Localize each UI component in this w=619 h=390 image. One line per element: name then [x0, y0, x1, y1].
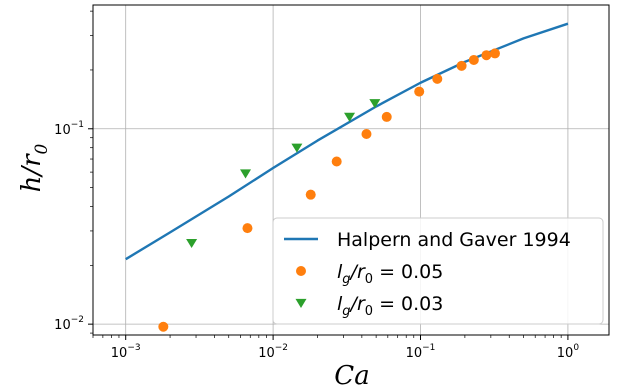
major-ticks	[88, 128, 569, 340]
y-axis-title-subscript: 0	[32, 143, 52, 154]
legend-label-value: = 0.03	[373, 293, 443, 315]
data-point-triangle	[240, 169, 252, 179]
data-point-triangle	[344, 112, 356, 122]
data-point-circle	[456, 60, 467, 71]
x-tick-label-base: 10	[557, 346, 574, 361]
legend-label: lg/r0 = 0.03	[337, 293, 443, 319]
x-tick-label: 100	[557, 343, 580, 361]
y-tick-label-exponent: −2	[71, 315, 84, 325]
x-tick-label: 10−3	[111, 343, 141, 361]
y-tick-label-exponent: −1	[71, 120, 84, 130]
legend-label-subscript: 0	[365, 304, 373, 319]
series-1	[158, 48, 500, 332]
x-tick-label-base: 10	[406, 346, 423, 361]
series-layer	[125, 22, 569, 332]
data-point-circle	[242, 223, 253, 234]
legend-label-part: l	[337, 293, 343, 315]
data-point-circle	[331, 156, 342, 167]
legend-label-part: /r	[349, 261, 366, 283]
plot-frame	[92, 4, 610, 336]
legend-label-part: /r	[349, 293, 366, 315]
data-point-triangle	[295, 298, 307, 308]
y-tick-label-base: 10	[54, 318, 71, 333]
legend-label-subscript: 0	[365, 272, 373, 287]
x-tick-label-exponent: −3	[127, 343, 140, 353]
data-point-circle	[481, 50, 492, 61]
x-tick-label: 10−2	[258, 343, 288, 361]
data-point-triangle	[186, 238, 198, 249]
data-point-circle	[381, 111, 392, 122]
legend-label-part: l	[337, 261, 343, 283]
y-axis-title-main: h/r	[17, 153, 47, 193]
data-point-circle	[414, 86, 425, 97]
x-tick-label-base: 10	[111, 346, 128, 361]
legend-label-value: = 0.05	[373, 261, 443, 283]
legend-label-subscript: g	[342, 272, 350, 287]
x-tick-label-exponent: −1	[422, 343, 435, 353]
legend-label-subscript: g	[342, 304, 350, 319]
x-tick-label-exponent: −2	[275, 343, 288, 353]
x-tick-labels: 10−3 10−2 10−1 100	[111, 343, 580, 361]
series-2	[186, 99, 381, 249]
data-point-circle	[361, 129, 372, 140]
data-point-circle	[305, 189, 316, 200]
y-tick-label: 10−2	[54, 315, 84, 333]
y-tick-label-base: 10	[54, 123, 71, 138]
data-point-triangle	[291, 143, 303, 153]
y-tick-label: 10−1	[54, 120, 84, 138]
data-point-circle	[432, 73, 443, 84]
legend-circle-handle	[296, 266, 306, 276]
data-point-circle	[489, 48, 500, 59]
x-tick-label: 10−1	[406, 343, 436, 361]
grid	[93, 5, 609, 335]
data-point-circle	[468, 54, 479, 65]
legend-label: lg/r0 = 0.05	[337, 261, 443, 287]
data-point-triangle	[369, 99, 381, 109]
legend-label: Halpern and Gaver 1994	[337, 229, 571, 251]
x-axis-title: Ca	[334, 361, 369, 390]
y-axis-title: h/r0	[17, 143, 52, 192]
x-tick-label-exponent: 0	[573, 343, 579, 353]
data-point-circle	[158, 321, 169, 332]
x-tick-label-base: 10	[258, 346, 275, 361]
y-tick-labels: 10−210−1	[54, 120, 84, 333]
legend-box	[272, 217, 604, 325]
